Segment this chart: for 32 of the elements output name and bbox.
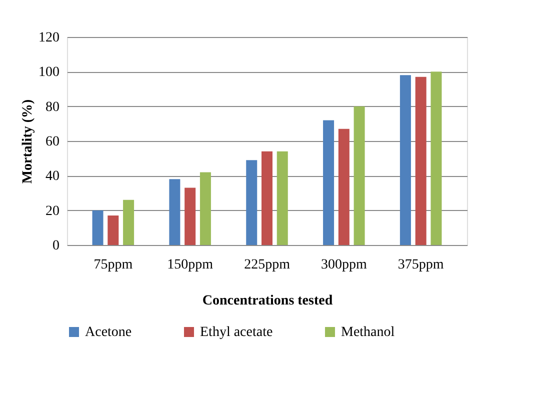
bar [354,106,365,245]
y-tick-label: 120 [38,30,60,46]
bar [430,72,442,245]
bar [338,128,350,245]
bar [200,172,211,245]
x-tick-label: 150ppm [167,258,214,272]
x-tick-label: 225ppm [244,258,290,272]
bar [246,160,258,245]
bar [262,151,272,245]
y-axis-title: Mortality (%) [20,98,36,184]
y-tick-label: 0 [52,238,60,254]
bar [415,76,426,245]
bar [276,151,288,245]
x-tick-label: 300ppm [320,258,367,272]
x-axis-title: Concentrations tested [202,294,333,308]
bar [123,200,134,245]
bar [108,216,119,245]
legend-label: Acetone [85,325,132,340]
bar [400,75,411,245]
bar [92,210,104,245]
y-tick-label: 20 [46,204,60,219]
bar [169,179,180,245]
legend-label: Methanol [341,325,395,340]
y-tick-label: 40 [46,169,60,184]
bar [184,188,196,245]
y-tick-label: 80 [46,100,60,115]
legend-label: Ethyl acetate [200,325,273,340]
x-tick-label: 375ppm [398,258,444,272]
bar [323,120,334,245]
y-tick-label: 60 [46,134,60,150]
y-tick-label: 100 [38,65,60,80]
x-tick-label: 75ppm [94,258,133,272]
